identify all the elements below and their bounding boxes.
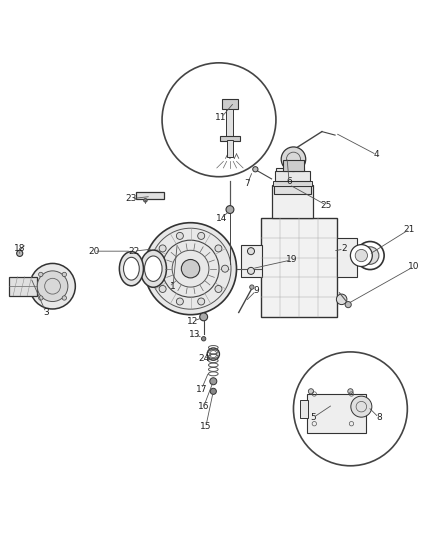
- Text: 5: 5: [310, 413, 316, 422]
- Circle shape: [355, 249, 367, 262]
- Circle shape: [308, 389, 314, 394]
- Bar: [222, 99, 238, 109]
- Circle shape: [351, 396, 372, 417]
- Circle shape: [145, 223, 237, 314]
- Text: 11: 11: [215, 113, 227, 122]
- Circle shape: [177, 298, 184, 305]
- Circle shape: [37, 271, 68, 302]
- Circle shape: [210, 378, 217, 385]
- Ellipse shape: [145, 256, 162, 281]
- Text: 20: 20: [88, 247, 100, 256]
- Circle shape: [17, 251, 23, 256]
- Text: 18: 18: [14, 245, 25, 254]
- Circle shape: [345, 302, 351, 308]
- Bar: [261, 219, 337, 317]
- Circle shape: [210, 388, 216, 394]
- Circle shape: [39, 272, 43, 277]
- Circle shape: [198, 232, 205, 239]
- Bar: [275, 171, 310, 181]
- Circle shape: [181, 260, 200, 278]
- Bar: [283, 160, 304, 171]
- Text: 16: 16: [198, 402, 209, 411]
- Circle shape: [361, 247, 379, 264]
- Ellipse shape: [124, 257, 139, 280]
- Circle shape: [144, 199, 147, 202]
- Circle shape: [159, 245, 166, 252]
- Circle shape: [247, 248, 254, 255]
- Circle shape: [350, 245, 372, 266]
- Circle shape: [200, 313, 208, 321]
- Circle shape: [250, 285, 254, 289]
- Bar: [307, 393, 366, 433]
- Circle shape: [177, 232, 184, 239]
- Bar: [9, 277, 37, 296]
- Text: 10: 10: [408, 262, 420, 271]
- Text: 8: 8: [376, 413, 382, 422]
- Circle shape: [201, 336, 206, 341]
- Bar: [273, 181, 312, 187]
- Bar: [136, 192, 164, 199]
- Circle shape: [198, 298, 205, 305]
- Bar: [227, 140, 233, 157]
- Bar: [274, 187, 311, 194]
- Circle shape: [222, 265, 229, 272]
- Circle shape: [207, 348, 219, 360]
- Circle shape: [159, 286, 166, 293]
- Bar: [241, 245, 262, 278]
- Text: 7: 7: [244, 179, 251, 188]
- Circle shape: [162, 63, 276, 177]
- Text: 12: 12: [187, 317, 198, 326]
- Text: 9: 9: [253, 286, 259, 295]
- Text: 15: 15: [200, 422, 212, 431]
- Text: 17: 17: [196, 385, 207, 394]
- Text: 19: 19: [286, 255, 297, 264]
- Circle shape: [253, 167, 258, 172]
- Text: 23: 23: [126, 194, 137, 203]
- Text: 14: 14: [215, 214, 227, 223]
- Bar: [337, 238, 357, 278]
- Text: 21: 21: [404, 225, 415, 234]
- Circle shape: [336, 294, 347, 304]
- Bar: [276, 168, 304, 185]
- Circle shape: [356, 241, 384, 270]
- Circle shape: [281, 147, 306, 172]
- Text: 24: 24: [198, 354, 209, 363]
- Bar: [300, 400, 308, 418]
- Text: 22: 22: [128, 247, 139, 256]
- Text: 25: 25: [321, 201, 332, 209]
- Circle shape: [152, 265, 159, 272]
- Bar: [226, 109, 233, 138]
- Circle shape: [39, 296, 43, 300]
- Text: 1: 1: [170, 282, 176, 290]
- Circle shape: [293, 352, 407, 466]
- Circle shape: [226, 206, 234, 214]
- Circle shape: [215, 245, 222, 252]
- Circle shape: [62, 296, 67, 300]
- Text: 4: 4: [374, 150, 379, 159]
- Bar: [220, 135, 240, 141]
- Text: 13: 13: [189, 330, 201, 339]
- Ellipse shape: [140, 250, 166, 287]
- Text: 3: 3: [43, 308, 49, 317]
- Circle shape: [348, 389, 353, 394]
- Text: 6: 6: [286, 176, 292, 185]
- Circle shape: [30, 263, 75, 309]
- Text: 2: 2: [341, 245, 346, 254]
- Ellipse shape: [119, 252, 143, 286]
- Circle shape: [247, 268, 254, 274]
- Bar: [272, 185, 313, 219]
- Circle shape: [62, 272, 67, 277]
- Circle shape: [215, 286, 222, 293]
